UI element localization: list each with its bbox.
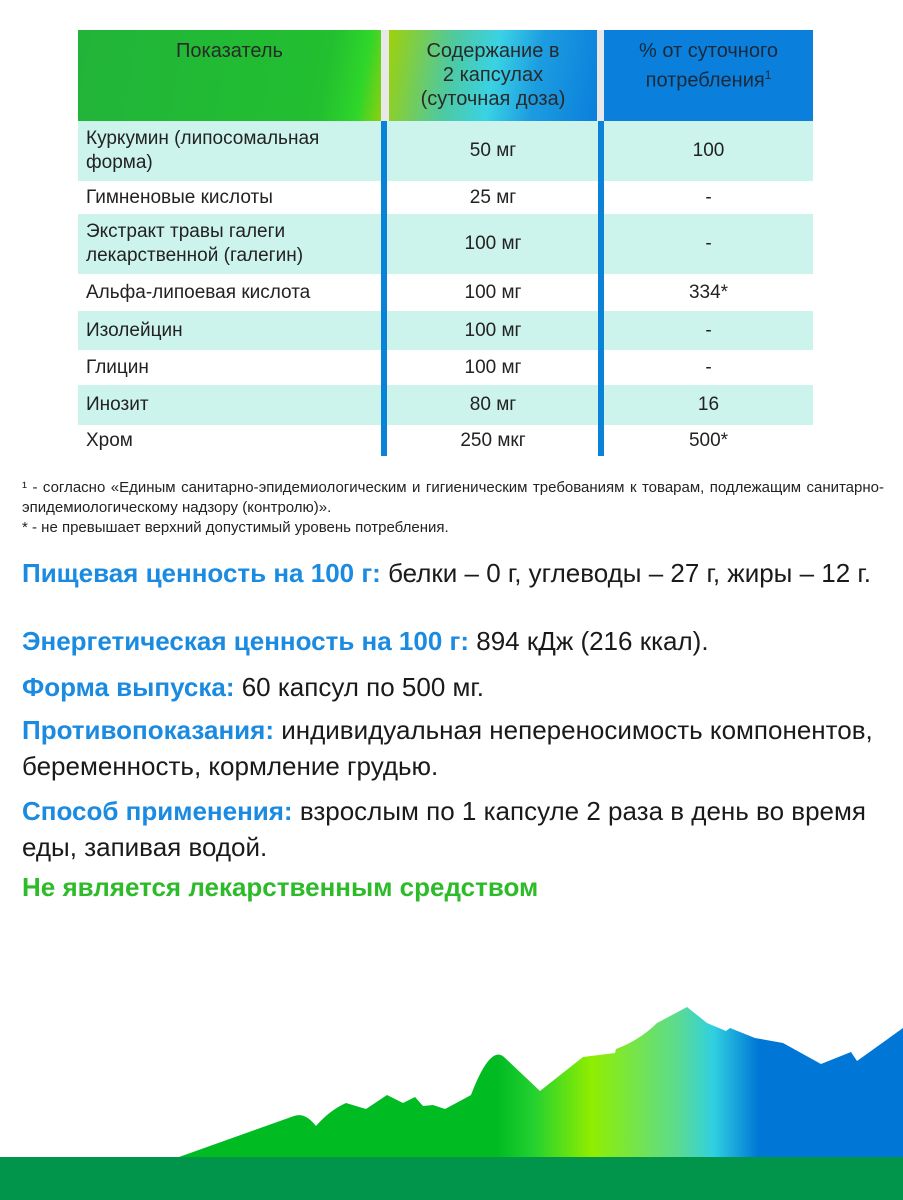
cell-percent: 100 [692,140,725,161]
footnote-mark: 1 [764,68,772,82]
cell-name: Альфа-липоевая кислота [86,281,311,303]
cell-name: Хром [86,429,133,451]
table-row: Гимненовые кислоты 25 мг - [78,181,813,214]
header-text: Содержание в 2 капсулах (суточная доза) [420,40,566,110]
cell-amount: 100 мг [464,356,522,378]
table-row: Инозит 80 мг 16 [78,385,813,425]
usage: Способ применения: взрослым по 1 капсуле… [22,793,887,865]
column-divider [381,121,387,456]
cell-percent: - [705,356,712,378]
contraindications: Противопоказания: индивидуальная неперен… [22,712,887,784]
table-row: Альфа-липоевая кислота 100 мг 334* [78,274,813,311]
cell-percent: 500* [688,429,729,451]
nutrition-value: Пищевая ценность на 100 г: белки – 0 г, … [22,555,887,591]
divider [381,30,389,121]
divider [597,30,604,121]
cell-amount: 100 мг [464,281,522,303]
table-row: Глицин 100 мг - [78,350,813,385]
cell-amount: 80 мг [469,394,517,415]
header-content: Содержание в 2 капсулах (суточная доза) [389,30,597,121]
cell-percent: 16 [697,394,720,415]
value: индивидуальная непереносимость компонент… [22,715,873,781]
value: белки – 0 г, углеводы – 27 г, жиры – 12 … [380,558,871,588]
table-row: Хром 250 мкг 500* [78,425,813,456]
value: 60 капсул по 500 мг. [234,672,484,702]
column-divider [598,121,604,456]
header-text: % от суточного потребления [639,40,778,92]
label: Способ применения: [22,796,293,826]
energy-value: Энергетическая ценность на 100 г: 894 кД… [22,623,887,659]
table-row: Экстракт травы галеги лекарственной (гал… [78,214,813,274]
cell-name: Экстракт травы галеги лекарственной (гал… [86,221,304,266]
label: Энергетическая ценность на 100 г: [22,626,470,656]
cell-amount: 100 мг [464,233,522,254]
cell-name: Гимненовые кислоты [86,186,273,208]
cell-percent: - [705,319,712,341]
disclaimer: Не является лекарственным средством [22,872,539,902]
mountain-shape [179,1007,903,1157]
cell-name: Куркумин (липосомальная форма) [86,128,320,173]
header-indicator: Показатель [78,30,381,121]
header-percent: % от суточного потребления1 [604,30,813,121]
cell-name: Инозит [86,394,149,415]
value: 894 кДж (216 ккал). [469,626,709,656]
label: Противопоказания: [22,715,274,745]
cell-percent: 334* [688,281,729,303]
cell-amount: 50 мг [469,140,517,161]
cell-amount: 25 мг [469,186,517,208]
cell-name: Изолейцин [86,319,183,341]
footnote-star: * - не превышает верхний допустимый уров… [22,519,449,536]
header-text: Показатель [176,40,283,62]
cell-amount: 250 мкг [460,429,526,451]
label: Форма выпуска: [22,672,235,702]
release-form: Форма выпуска: 60 капсул по 500 мг. [22,669,887,705]
table-row: Изолейцин 100 мг - [78,311,813,350]
table-row: Куркумин (липосомальная форма) 50 мг 100 [78,121,813,181]
cell-name: Глицин [86,356,149,378]
cell-percent: - [705,233,712,254]
cell-percent: - [705,186,712,208]
footer-band [0,1157,903,1200]
value: взрослым по 1 капсуле 2 раза в день во в… [22,796,866,862]
mountain-graphic [179,1007,903,1157]
label: Пищевая ценность на 100 г: [22,558,381,588]
cell-amount: 100 мг [464,319,522,341]
footnote-1: ¹ - согласно «Единым санитарно-эпидемиол… [22,479,884,516]
